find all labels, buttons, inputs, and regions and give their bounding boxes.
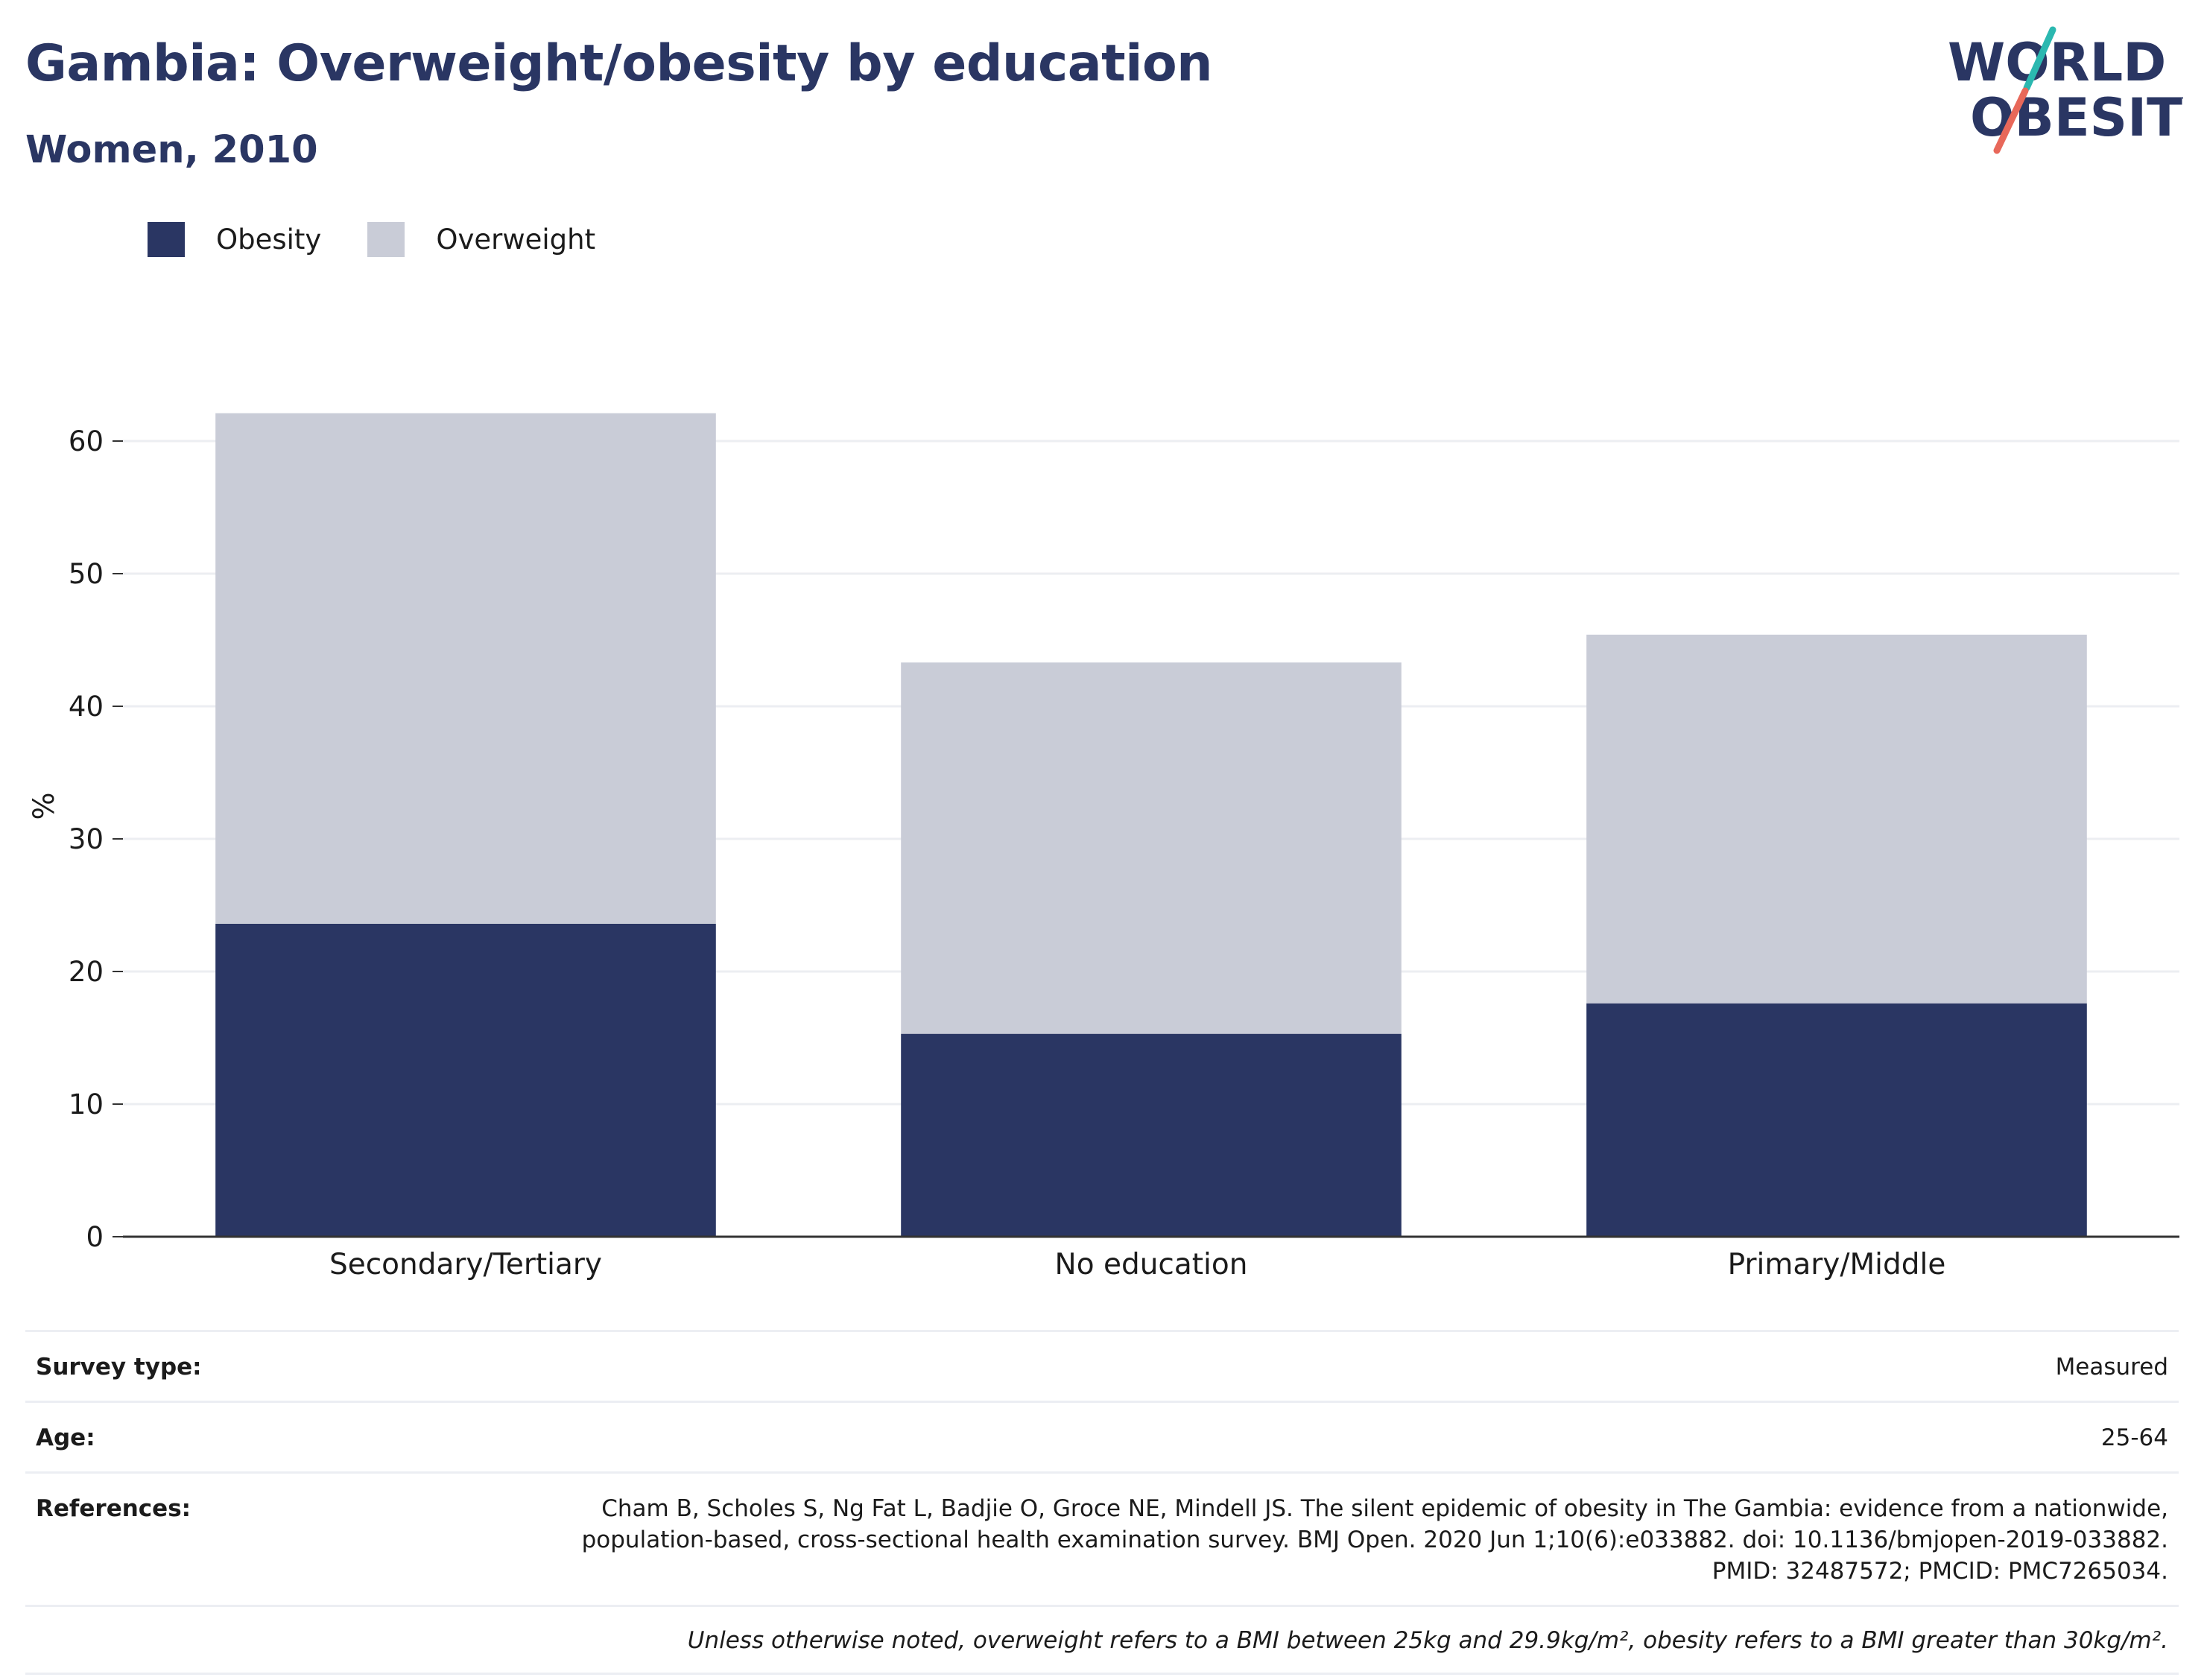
bar-obesity-2 [1586,1003,2087,1237]
survey-type-row: Survey type: Measured [25,1330,2179,1402]
bars [215,413,2087,1237]
footnote: Unless otherwise noted, overweight refer… [25,1605,2179,1675]
footnote-row: Unless otherwise noted, overweight refer… [25,1605,2179,1675]
logo-coral-stroke [1993,87,2029,154]
legend-item-overweight[interactable]: Overweight [367,222,595,257]
y-tick-label-30: 30 [69,823,104,855]
metadata-table: Survey type: Measured Age: 25-64 Referen… [25,1330,2179,1675]
references-value: Cham B, Scholes S, Ng Fat L, Badjie O, G… [568,1471,2179,1606]
chart-subtitle: Women, 2010 [25,128,318,172]
axes: 0 10 20 30 40 50 60 Secondary/Tertiary No educat… [28,425,2179,1281]
survey-type-label: Survey type: [25,1330,568,1402]
legend-swatch-overweight [367,222,405,257]
legend-label-obesity: Obesity [216,224,322,256]
age-row: Age: 25-64 [25,1401,2179,1473]
references-row: References: Cham B, Scholes S, Ng Fat L,… [25,1471,2179,1606]
legend-label-overweight: Overweight [436,224,596,256]
chart-legend: Obesity Overweight [148,222,642,257]
references-label: References: [25,1471,568,1606]
x-tick-label-1: No education [1055,1248,1248,1281]
y-tick-label-50: 50 [69,558,104,590]
y-tick-label-20: 20 [69,956,104,988]
bar-obesity-0 [215,923,716,1237]
y-tick-label-40: 40 [69,691,104,723]
age-value: 25-64 [568,1401,2179,1473]
y-tick-label-0: 0 [86,1221,104,1253]
bar-overweight-2 [1586,634,2087,1004]
y-tick-label-10: 10 [69,1088,104,1120]
world-obesity-logo: WORLD OBESITY [1948,26,2183,154]
x-tick-label-2: Primary/Middle [1728,1248,1946,1281]
legend-item-obesity[interactable]: Obesity [148,222,321,257]
logo-teal-stroke [2023,26,2056,92]
legend-swatch-obesity [148,222,185,257]
bar-obesity-1 [901,1033,1402,1237]
survey-type-value: Measured [568,1330,2179,1402]
y-axis-label: % [28,792,61,820]
bar-overweight-1 [901,662,1402,1034]
logo-word-world: WORLD [1948,32,2166,93]
chart-title: Gambia: Overweight/obesity by education [25,34,1213,93]
stacked-bar-chart: 0 10 20 30 40 50 60 Secondary/Tertiary No educat… [28,413,2179,1281]
x-tick-label-0: Secondary/Tertiary [329,1248,602,1281]
bar-overweight-0 [215,413,716,924]
age-label: Age: [25,1401,568,1473]
y-tick-label-60: 60 [69,425,104,457]
